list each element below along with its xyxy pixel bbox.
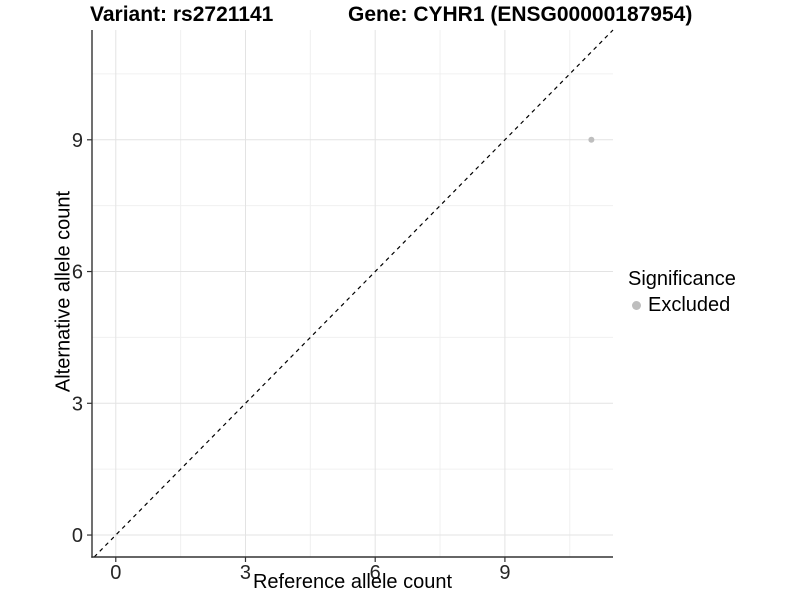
- legend-item-label: Excluded: [648, 294, 731, 316]
- x-axis-title: Reference allele count: [252, 571, 452, 593]
- y-tick-label: 9: [72, 130, 83, 152]
- y-tick-label: 6: [72, 262, 83, 284]
- x-tick-label: 0: [110, 562, 121, 584]
- variant-title: Variant: rs2721141: [90, 3, 274, 26]
- legend-title: Significance: [628, 268, 736, 290]
- data-point: [588, 136, 595, 143]
- x-tick-label: 3: [240, 562, 251, 584]
- gene-title: Gene: CYHR1 (ENSG00000187954): [348, 3, 693, 26]
- y-axis-title: Alternative allele count: [52, 190, 75, 393]
- legend: Significance Excluded: [628, 268, 736, 317]
- identity-line: [93, 29, 614, 558]
- y-tick-label: 0: [72, 525, 83, 547]
- x-tick-label: 6: [370, 562, 381, 584]
- y-tick-label: 3: [72, 393, 83, 415]
- legend-items: Excluded: [628, 294, 736, 317]
- legend-point-icon: [632, 301, 641, 310]
- legend-item: Excluded: [628, 294, 736, 317]
- x-tick-label: 9: [499, 562, 510, 584]
